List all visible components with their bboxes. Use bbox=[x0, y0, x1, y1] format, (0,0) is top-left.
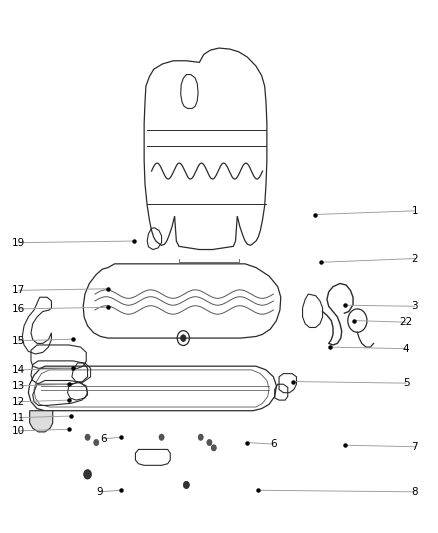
Text: 7: 7 bbox=[412, 442, 418, 452]
Circle shape bbox=[84, 470, 92, 479]
Text: 10: 10 bbox=[12, 426, 25, 436]
Circle shape bbox=[159, 434, 164, 440]
Text: 14: 14 bbox=[12, 365, 25, 375]
Circle shape bbox=[207, 439, 212, 446]
Text: 11: 11 bbox=[12, 413, 25, 423]
Text: 8: 8 bbox=[412, 487, 418, 497]
Text: 16: 16 bbox=[12, 304, 25, 314]
Text: 9: 9 bbox=[96, 487, 102, 497]
Circle shape bbox=[211, 445, 216, 451]
Text: 4: 4 bbox=[403, 344, 410, 354]
Text: 1: 1 bbox=[412, 206, 418, 216]
Text: 17: 17 bbox=[12, 285, 25, 295]
Circle shape bbox=[180, 335, 186, 342]
Circle shape bbox=[184, 481, 189, 489]
Text: 13: 13 bbox=[12, 381, 25, 391]
Text: 19: 19 bbox=[12, 238, 25, 248]
Text: 6: 6 bbox=[270, 439, 277, 449]
Text: 3: 3 bbox=[412, 301, 418, 311]
Text: 2: 2 bbox=[412, 254, 418, 263]
Text: 12: 12 bbox=[12, 397, 25, 407]
Circle shape bbox=[198, 434, 203, 440]
Circle shape bbox=[94, 439, 99, 446]
Polygon shape bbox=[30, 411, 53, 432]
Text: 15: 15 bbox=[12, 336, 25, 346]
Text: 22: 22 bbox=[399, 317, 413, 327]
Circle shape bbox=[85, 434, 90, 440]
Text: 5: 5 bbox=[403, 378, 410, 388]
Text: 6: 6 bbox=[100, 434, 107, 444]
